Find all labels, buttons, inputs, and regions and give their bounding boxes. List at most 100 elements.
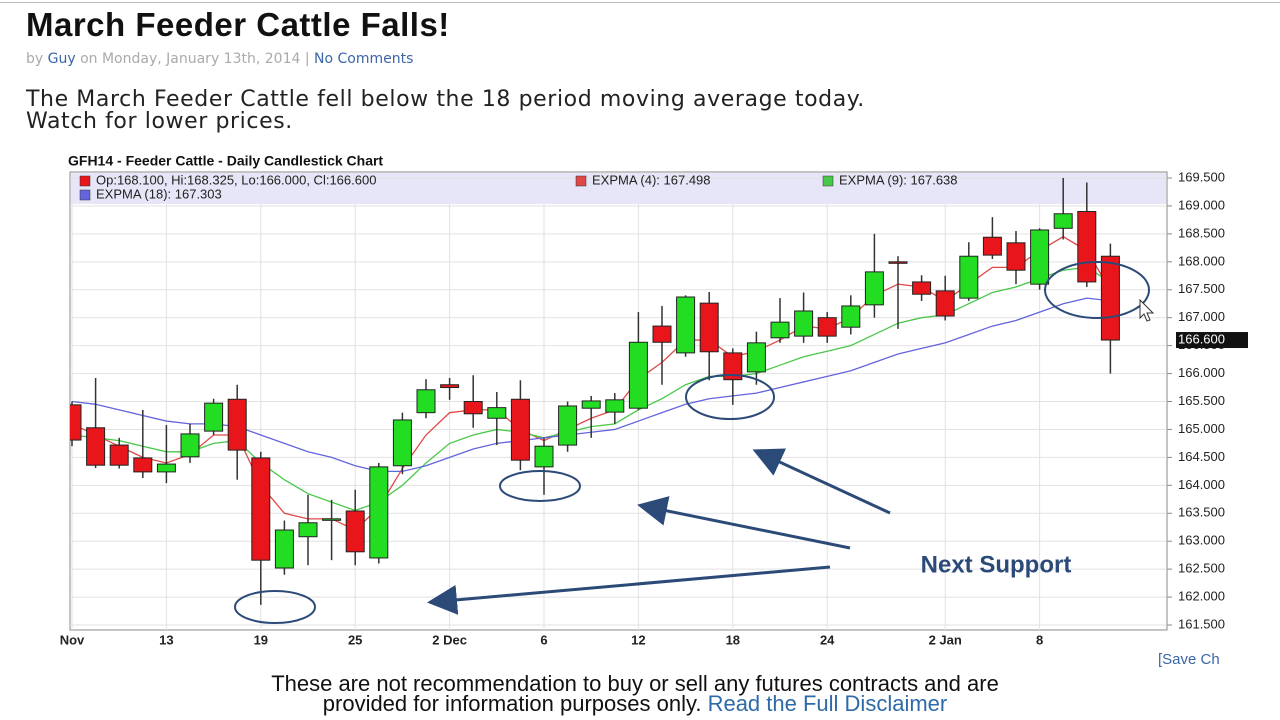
legend-swatch [79, 189, 91, 201]
candle-body [156, 463, 176, 473]
candle-body [817, 317, 837, 337]
x-tick-label: 2 Dec [432, 632, 467, 647]
legend-label: EXPMA (18): 167.303 [96, 186, 222, 201]
candle-body [723, 352, 743, 381]
candle-body [133, 457, 153, 473]
candle-body [912, 281, 932, 295]
comments-link[interactable]: No Comments [314, 51, 414, 67]
candle-body [534, 445, 554, 468]
x-tick-label: 24 [820, 632, 835, 647]
candle-body [959, 255, 979, 299]
last-price-label: 166.600 [1178, 331, 1225, 346]
candle-body [86, 427, 106, 466]
candle-body [463, 401, 483, 415]
last-price-box [1176, 332, 1248, 349]
y-tick-label: 163.500 [1178, 505, 1225, 520]
post-date: on Monday, January 13th, 2014 [80, 51, 301, 67]
candle-body [1030, 229, 1050, 285]
candle-body [1100, 255, 1120, 341]
arrow [752, 448, 891, 515]
post-body: The March Feeder Cattle fell below the 1… [26, 89, 865, 133]
y-tick-label: 167.000 [1178, 309, 1225, 324]
y-tick-label: 165.500 [1178, 393, 1225, 408]
candle-body [605, 399, 625, 413]
byline: by Guy on Monday, January 13th, 2014 | N… [26, 51, 413, 67]
support-circle [685, 374, 775, 420]
candle-body [322, 518, 342, 521]
candle-body [70, 404, 82, 441]
candle-body [581, 400, 601, 409]
y-tick-label: 164.500 [1178, 449, 1225, 464]
legend-swatch [822, 175, 834, 187]
separator: | [304, 51, 310, 67]
x-tick-label: 18 [726, 632, 740, 647]
y-tick-label: 167.500 [1178, 281, 1225, 296]
y-tick-label: 168.500 [1178, 225, 1225, 240]
annotations [234, 261, 1150, 624]
footer-line: provided for information purposes only. [322, 691, 702, 716]
candle-body [298, 522, 318, 538]
by-text: by [26, 51, 44, 67]
x-tick-label: 2 Jan [929, 632, 962, 647]
candle-body [274, 529, 294, 569]
disclaimer-link[interactable]: Read the Full Disclaimer [707, 691, 948, 716]
candle-body [982, 236, 1002, 256]
x-tick-label: 8 [1036, 632, 1043, 647]
candle-body [204, 402, 224, 432]
candle-body [841, 305, 861, 328]
legend-swatch [575, 175, 587, 187]
candle-body [109, 444, 129, 466]
candle-body [487, 407, 507, 419]
y-tick-label: 163.000 [1178, 533, 1225, 548]
candle-body [935, 290, 955, 317]
candle-body [416, 389, 436, 414]
post-title[interactable]: March Feeder Cattle Falls! [26, 6, 450, 43]
candle-body [369, 466, 389, 559]
annotation-text: Next Support [921, 551, 1072, 578]
candle-body [345, 510, 365, 553]
author-link[interactable]: Guy [47, 51, 76, 67]
candle-body [676, 296, 696, 354]
chart-title: GFH14 - Feeder Cattle - Daily Candlestic… [68, 153, 383, 169]
candle-body [1006, 242, 1026, 271]
y-tick-label: 164.000 [1178, 477, 1225, 492]
x-tick-label: Nov [60, 632, 85, 647]
support-circle [1044, 261, 1150, 319]
y-tick-label: 162.500 [1178, 561, 1225, 576]
y-tick-label: 166.000 [1178, 365, 1225, 380]
x-tick-label: 25 [348, 632, 362, 647]
ohlc-legend: Op:168.100, Hi:168.325, Lo:166.000, Cl:1… [96, 172, 376, 187]
candle-body [1077, 211, 1097, 283]
y-tick-label: 168.000 [1178, 253, 1225, 268]
y-tick-label: 169.500 [1178, 169, 1225, 184]
candle-body [864, 271, 884, 306]
candle-body [746, 342, 766, 373]
x-tick-label: 19 [254, 632, 268, 647]
footer-line: These are not recommendation to buy or s… [271, 671, 999, 696]
candle-body [180, 433, 200, 458]
y-tick-label: 162.000 [1178, 589, 1225, 604]
footer: These are not recommendation to buy or s… [0, 671, 1270, 716]
x-tick-label: 6 [540, 632, 547, 647]
candle-body [794, 310, 814, 337]
arrow [427, 565, 831, 615]
arrow [637, 496, 851, 550]
candle-body [652, 325, 672, 343]
support-circle [234, 590, 316, 624]
legend-label: EXPMA (9): 167.638 [839, 172, 958, 187]
candle-body [558, 405, 578, 446]
save-chart-link[interactable]: [Save Ch [1158, 651, 1220, 668]
y-tick-label: 165.000 [1178, 421, 1225, 436]
x-tick-label: 12 [631, 632, 645, 647]
body-line: The March Feeder Cattle fell below the 1… [26, 87, 865, 112]
y-tick-label: 161.500 [1178, 616, 1225, 631]
candle-body [227, 398, 247, 451]
candle-body [770, 321, 790, 339]
candle-body [440, 384, 460, 389]
candle-body [628, 341, 648, 409]
top-rule [0, 2, 1280, 3]
cursor [1139, 298, 1155, 322]
candle-body [251, 457, 271, 561]
